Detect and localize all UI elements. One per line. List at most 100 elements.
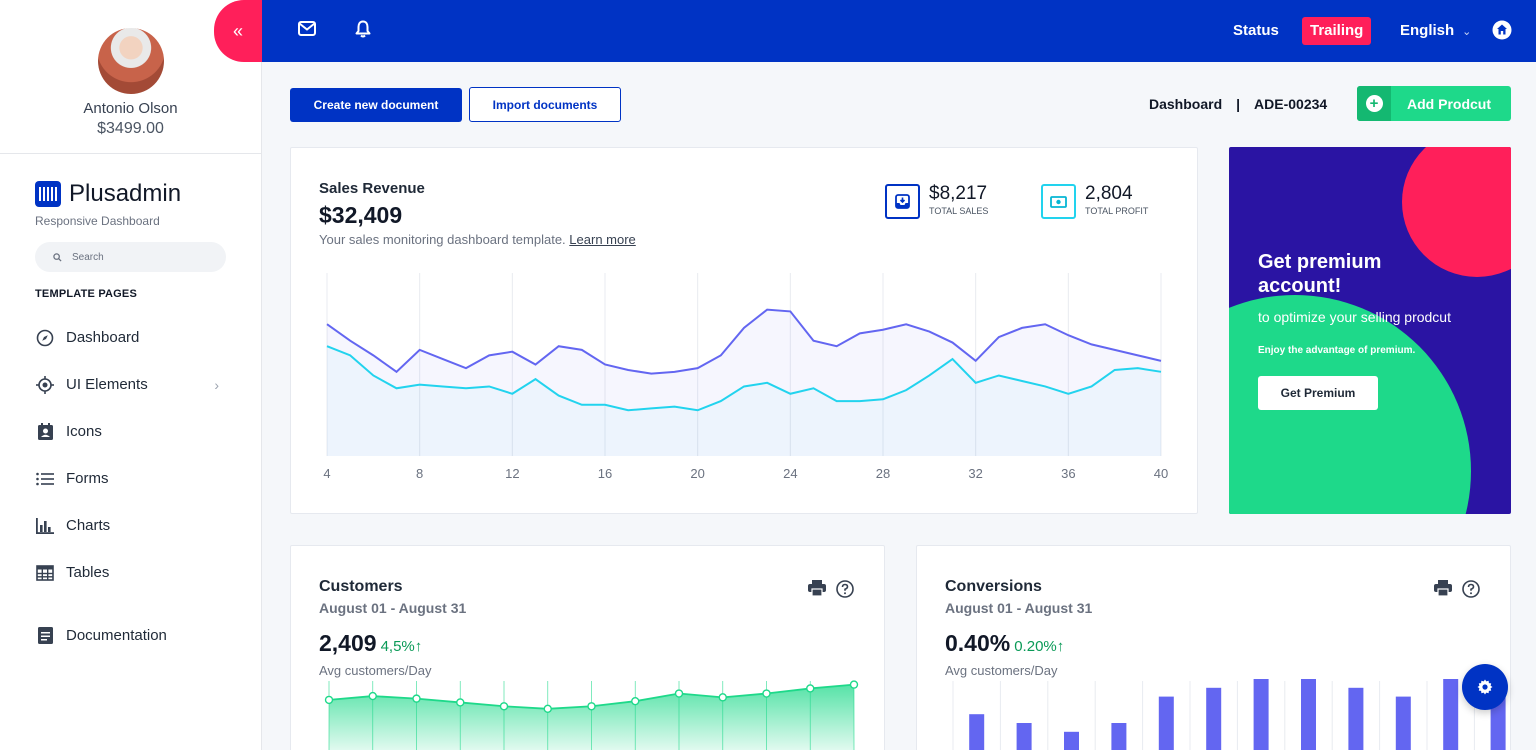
add-product-button[interactable]: + Add Prodcut — [1357, 86, 1511, 121]
breadcrumb-id: ADE-00234 — [1254, 96, 1328, 112]
date-range: August 01 - August 31 — [319, 600, 467, 616]
data-point — [324, 695, 334, 705]
bell-icon[interactable] — [355, 20, 371, 43]
trailing-badge[interactable]: Trailing — [1302, 17, 1372, 45]
brand[interactable]: Plusadmin — [0, 154, 261, 208]
sidebar-nav: Dashboard UI Elements › Icons Forms Char… — [0, 314, 261, 659]
collapse-sidebar-button[interactable]: « — [214, 0, 262, 62]
bar — [1301, 679, 1316, 750]
help-icon[interactable] — [1462, 580, 1480, 603]
bar — [1064, 731, 1079, 750]
premium-note: Enjoy the advantage of premium. — [1258, 345, 1416, 356]
series-line — [326, 308, 1162, 375]
sidebar-item-tables[interactable]: Tables — [0, 549, 261, 596]
print-icon[interactable] — [808, 580, 826, 603]
premium-subtitle: to optimize your selling prodcut — [1258, 309, 1451, 325]
compass-icon — [35, 328, 55, 348]
document-icon — [35, 626, 55, 646]
metric-number: 0.40% — [945, 630, 1011, 656]
metric-note: Avg customers/Day — [945, 663, 1058, 678]
date-range: August 01 - August 31 — [945, 600, 1093, 616]
stat-label: TOTAL SALES — [929, 206, 989, 216]
help-icon[interactable] — [836, 580, 854, 603]
sidebar-item-charts[interactable]: Charts — [0, 502, 261, 549]
stat-value: 2,804 — [1085, 183, 1133, 204]
x-tick-label: 24 — [783, 466, 797, 481]
brand-name: Plusadmin — [69, 180, 182, 207]
chevron-right-icon: › — [214, 376, 219, 393]
search-input[interactable]: Search — [35, 242, 226, 272]
decorative-circle — [1402, 147, 1511, 277]
sidebar: Antonio Olson $3499.00 Plusadmin Respons… — [0, 0, 262, 750]
learn-more-link[interactable]: Learn more — [569, 232, 636, 247]
bar — [1016, 723, 1032, 750]
avatar[interactable] — [97, 28, 164, 94]
x-tick-label: 16 — [598, 466, 612, 481]
stat-value: $8,217 — [929, 183, 988, 204]
series-area — [327, 309, 1161, 456]
data-point — [456, 698, 465, 707]
profile-name: Antonio Olson — [83, 100, 178, 117]
print-icon[interactable] — [1434, 580, 1452, 603]
premium-title: Get premium account! — [1258, 251, 1382, 297]
customers-chart — [324, 680, 859, 750]
list-icon — [35, 469, 55, 489]
x-tick-label: 28 — [876, 466, 890, 481]
bar — [1395, 696, 1411, 750]
bar — [1111, 723, 1127, 750]
x-tick-label: 32 — [968, 466, 982, 481]
double-chevron-left-icon: « — [232, 20, 243, 41]
language-select[interactable]: English ⌄ — [1400, 22, 1471, 39]
data-point — [412, 694, 421, 703]
topbar: Status Trailing English ⌄ — [262, 0, 1536, 62]
data-point — [762, 689, 771, 698]
create-document-button[interactable]: Create new document — [290, 88, 462, 122]
status-link[interactable]: Status — [1233, 22, 1279, 39]
sidebar-item-icons[interactable]: Icons — [0, 408, 261, 455]
x-tick-label: 36 — [1061, 466, 1075, 481]
sidebar-item-documentation[interactable]: Documentation — [0, 612, 261, 659]
bar — [969, 714, 985, 750]
mail-icon[interactable] — [298, 20, 316, 41]
sidebar-item-label: Charts — [66, 517, 111, 534]
settings-fab[interactable] — [1462, 664, 1508, 710]
sales-revenue-chart: 4 8 12 16 20 24 28 32 36 40 — [323, 273, 1168, 481]
sidebar-item-dashboard[interactable]: Dashboard — [0, 314, 261, 361]
bar — [1348, 687, 1364, 750]
metric-number: 2,409 — [319, 630, 377, 656]
sidebar-item-label: Tables — [66, 564, 110, 581]
x-tick-label: 40 — [1154, 466, 1168, 481]
customers-card: Customers August 01 - August 31 2,409 4,5… — [290, 545, 885, 750]
metric-change: 4,5%↑ — [380, 638, 423, 655]
premium-promo-card: Get premium account! to optimize your se… — [1229, 147, 1511, 514]
metric-change: 0.20%↑ — [1014, 638, 1065, 655]
sidebar-item-label: Dashboard — [66, 329, 140, 346]
breadcrumb-page[interactable]: Dashboard — [1149, 96, 1223, 112]
add-product-label: Add Prodcut — [1407, 95, 1491, 112]
import-documents-button[interactable]: Import documents — [469, 87, 621, 122]
stat-label: TOTAL PROFIT — [1085, 206, 1149, 216]
data-point — [543, 704, 552, 714]
data-point — [806, 684, 815, 693]
home-icon[interactable] — [1492, 20, 1512, 40]
metric-note: Avg customers/Day — [319, 663, 432, 678]
data-point — [587, 702, 596, 711]
revenue-total: $32,409 — [319, 202, 403, 228]
bar — [1253, 679, 1269, 750]
card-title: Conversions — [945, 578, 1042, 595]
metric-value: 2,409 4,5%↑ — [319, 630, 422, 657]
bar — [1158, 696, 1174, 750]
get-premium-button[interactable]: Get Premium — [1258, 376, 1378, 410]
bar-chart-icon — [35, 516, 55, 536]
total-sales-stat: $8,217 TOTAL SALES — [885, 184, 988, 219]
x-tick-label: 20 — [690, 466, 704, 481]
plus-circle-icon: + — [1357, 86, 1391, 121]
sidebar-item-ui-elements[interactable]: UI Elements › — [0, 361, 261, 408]
inbox-icon — [885, 184, 920, 219]
sidebar-item-forms[interactable]: Forms — [0, 455, 261, 502]
total-profit-stat: 2,804 TOTAL PROFIT — [1041, 184, 1148, 219]
x-tick-label: 4 — [323, 466, 330, 481]
x-tick-label: 12 — [505, 466, 519, 481]
x-tick-label: 8 — [416, 466, 423, 481]
data-point — [631, 696, 640, 706]
